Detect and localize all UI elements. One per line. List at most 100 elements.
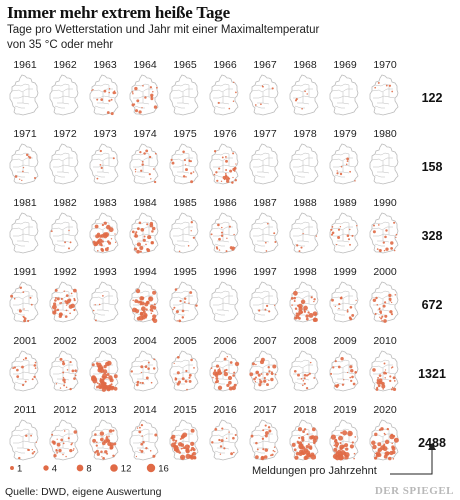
heat-dot [138, 430, 142, 434]
heat-dot [141, 107, 143, 109]
heat-dot [381, 320, 383, 322]
heat-dot [210, 367, 213, 369]
heat-dot [351, 375, 354, 379]
germany-outline [289, 350, 319, 392]
heat-dot [24, 380, 27, 383]
state-border [334, 290, 350, 294]
state-border [213, 302, 236, 306]
heat-dot [330, 434, 336, 440]
heat-dot [132, 93, 134, 95]
heat-dot [262, 448, 265, 451]
heat-dot [149, 86, 153, 89]
heat-dot [310, 452, 315, 457]
heat-dot [140, 442, 144, 446]
heat-dot [105, 361, 110, 367]
heat-dot [27, 155, 30, 158]
heat-dot [13, 297, 16, 300]
year-label: 1997 [253, 266, 277, 278]
legend-dot [110, 464, 118, 472]
heat-dot [315, 235, 318, 237]
year-map-1972 [49, 143, 79, 185]
heat-dot [144, 302, 149, 307]
heat-dot [101, 223, 105, 227]
heat-dot [102, 369, 108, 374]
legend-label: 12 [121, 464, 132, 475]
heat-dot [293, 296, 296, 300]
heat-dot [305, 374, 309, 377]
heat-dot [268, 379, 270, 382]
heat-dot [385, 372, 388, 375]
heat-dot [148, 155, 152, 159]
year-map-1992 [49, 281, 79, 323]
heat-dot [298, 317, 301, 320]
heat-dot [226, 179, 230, 183]
heat-dot [215, 171, 218, 174]
germany-outline [9, 143, 39, 185]
heat-dot [187, 245, 190, 247]
heat-dot [156, 86, 158, 89]
year-map-1996 [209, 281, 239, 323]
year-map-1981 [9, 212, 39, 254]
year-label: 2008 [293, 335, 317, 347]
year-map-1973 [89, 143, 119, 185]
state-border [374, 312, 385, 316]
heat-dot [376, 303, 379, 306]
state-border [333, 302, 356, 306]
decade-caption: Meldungen pro Jahrzehnt [252, 465, 377, 477]
heat-dot [94, 319, 97, 322]
heat-dot [173, 362, 175, 364]
state-border [174, 83, 190, 87]
heat-dot [143, 152, 146, 155]
heat-dot [144, 365, 148, 369]
germany-outline [249, 350, 279, 392]
heat-dot [58, 448, 62, 453]
heat-dot [113, 442, 117, 446]
heat-dot [295, 294, 297, 296]
state-border [294, 221, 310, 225]
state-border [294, 359, 310, 363]
heat-dot [100, 439, 102, 441]
heat-dot [135, 231, 138, 234]
heat-dot [375, 454, 379, 458]
heat-dot [263, 379, 267, 383]
heat-dot [139, 296, 144, 301]
heat-dot [212, 376, 214, 379]
heat-dot [314, 313, 317, 316]
heat-dot [373, 224, 375, 227]
year-map-2019 [329, 419, 359, 461]
heat-dot [232, 374, 235, 377]
heat-dot [99, 385, 103, 389]
year-map-2014 [129, 419, 159, 461]
heat-dot [186, 388, 188, 391]
heat-dot [223, 357, 227, 361]
heat-dot [97, 250, 99, 252]
heat-dot [91, 89, 93, 92]
heat-dot [184, 380, 188, 383]
heat-dot [308, 312, 314, 318]
heat-dot [181, 377, 185, 381]
heat-dot [59, 357, 63, 361]
state-border [174, 290, 190, 294]
heat-dot [92, 438, 97, 443]
heat-dot [54, 299, 57, 302]
germany-outline [129, 74, 159, 116]
year-map-1985 [169, 212, 199, 254]
state-border [374, 105, 385, 109]
heat-dot [22, 166, 25, 169]
heat-dot [259, 360, 265, 365]
heat-dot [145, 447, 148, 450]
heat-dot [356, 224, 358, 227]
heat-dot [265, 250, 268, 252]
heat-dot [63, 430, 66, 432]
heat-dot [214, 428, 218, 431]
heat-dot [265, 304, 269, 308]
heat-dot [271, 87, 274, 90]
year-label: 1979 [333, 128, 357, 140]
germany-outline [169, 74, 199, 116]
heat-dot [270, 372, 274, 376]
germany-outline [129, 419, 159, 461]
heat-dot [380, 427, 384, 431]
heat-dot [225, 169, 228, 171]
heat-dot [65, 309, 68, 312]
heat-dot [112, 429, 115, 432]
